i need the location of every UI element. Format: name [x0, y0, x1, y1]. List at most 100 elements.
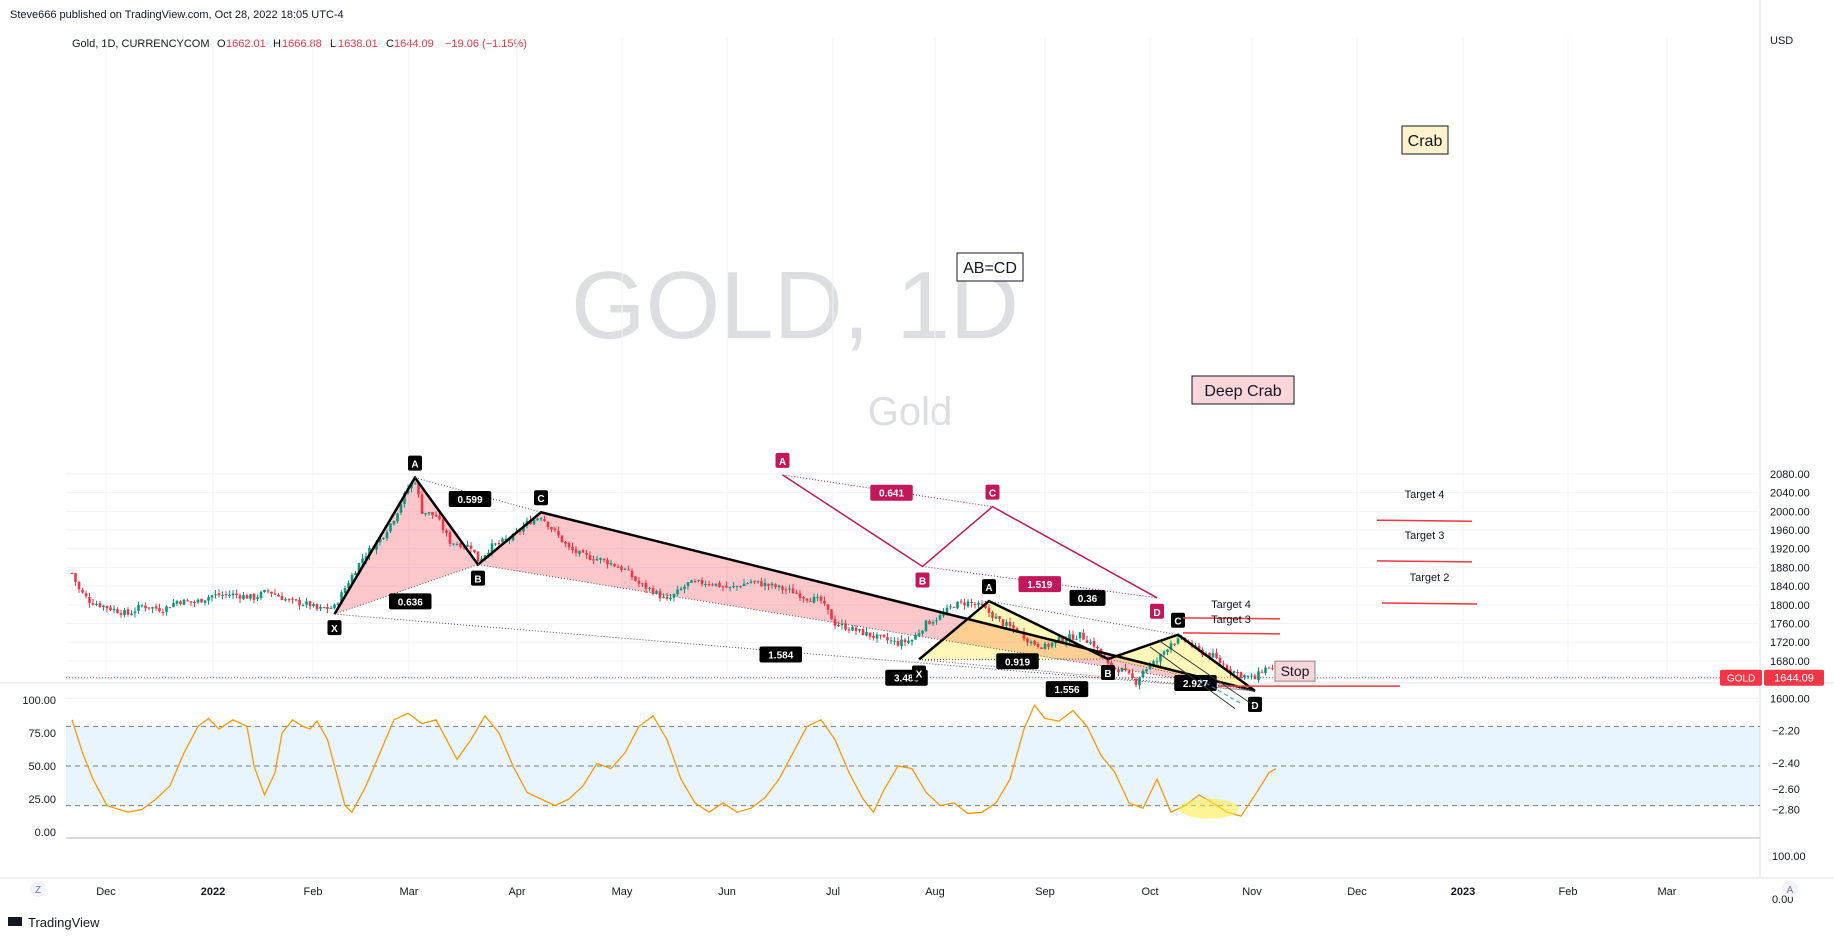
- candle-body: [1243, 675, 1246, 678]
- candle-body: [1155, 661, 1159, 663]
- abcd-point-d: D: [1153, 608, 1160, 619]
- candle-body: [137, 605, 140, 611]
- candle-body: [602, 559, 606, 561]
- candle-body: [270, 591, 273, 594]
- abcd-point-c-box: [985, 484, 1000, 500]
- candle-body: [207, 597, 210, 601]
- goto-left-button[interactable]: [30, 881, 46, 897]
- candle-body: [854, 627, 858, 632]
- candle-body: [1236, 672, 1239, 674]
- candle-body: [172, 602, 175, 607]
- candle-body: [1001, 619, 1005, 627]
- candle-body: [966, 601, 970, 607]
- candle-body: [389, 523, 392, 532]
- tradingview-logo[interactable]: TradingView: [8, 915, 100, 930]
- candle-body: [280, 596, 284, 601]
- candle-body: [200, 598, 203, 603]
- candle-body: [1106, 658, 1110, 664]
- candle-body: [550, 526, 553, 530]
- candle-body: [1127, 670, 1131, 674]
- candle-body: [543, 519, 546, 522]
- candle-body: [879, 634, 882, 636]
- candle-body: [812, 596, 816, 603]
- candle-body: [795, 592, 798, 594]
- candle-body: [637, 580, 641, 584]
- candle-body: [840, 623, 844, 626]
- candle-body: [98, 603, 102, 607]
- candle-body: [70, 572, 74, 574]
- candle-body: [977, 602, 980, 605]
- abcd-point-b-box: [915, 572, 930, 588]
- candle-body: [392, 521, 396, 525]
- candle-body: [301, 605, 305, 607]
- candle-body: [620, 566, 623, 570]
- candle-body: [1218, 657, 1222, 663]
- candle-body: [154, 606, 158, 609]
- candle-body: [347, 583, 350, 589]
- candle-body: [984, 605, 987, 608]
- candle-body: [707, 583, 711, 585]
- candle-body: [116, 609, 119, 614]
- candle-body: [581, 549, 585, 553]
- candle-body: [459, 543, 462, 548]
- candle-body: [1047, 643, 1050, 647]
- candle-body: [662, 596, 665, 598]
- small-crab-point-b: B: [1104, 669, 1111, 680]
- candle-body: [123, 610, 126, 616]
- price-tick-label: 1720.00: [1770, 637, 1810, 649]
- candle-body: [865, 631, 868, 636]
- candle-body: [837, 624, 840, 626]
- candle-body: [487, 552, 490, 555]
- candle-body: [249, 594, 252, 599]
- small-crab-ratio-ac-box: [1069, 589, 1106, 606]
- candle-body: [623, 568, 627, 570]
- candle-body: [448, 532, 452, 544]
- candle-body: [231, 593, 235, 596]
- price-tick-label: 1960.00: [1770, 525, 1810, 537]
- channel-upper: [1157, 639, 1256, 707]
- stop-label: Stop: [1281, 663, 1310, 679]
- candle-body: [144, 605, 147, 609]
- candle-body: [1096, 646, 1099, 649]
- candle-body: [417, 483, 420, 495]
- candle-body: [476, 551, 480, 562]
- candle-body: [329, 607, 333, 609]
- candle-body: [322, 607, 326, 609]
- candle-body: [697, 580, 700, 582]
- abcd-ratio-ac-box: [870, 484, 913, 501]
- candle-body: [511, 534, 515, 541]
- osc-right-tick: −2.80: [1772, 805, 1800, 817]
- candle-body: [1120, 667, 1124, 672]
- small-crab-ratio-bd: 2.927: [1183, 679, 1208, 690]
- candle-body: [375, 541, 378, 550]
- candle-body: [1194, 645, 1197, 647]
- small-crab-point-x-box: [912, 665, 926, 681]
- candle-body: [833, 619, 837, 626]
- oscillator-pane: 100.00 75.00 50.00 25.00 0.00 −2.20 −2.40 −2.60…: [22, 695, 1805, 906]
- candle-body: [291, 598, 294, 600]
- last-price-tag: [1764, 669, 1824, 686]
- candle-body: [599, 558, 602, 560]
- candle-body: [560, 535, 564, 543]
- big-crab-bd: [477, 564, 1256, 692]
- osc-left-tick: 25.00: [28, 794, 56, 806]
- candle-body: [613, 563, 616, 567]
- candle-body: [641, 583, 644, 585]
- axes[interactable]: 2080.00 2040.00 2000.00 1960.00 1920.00 1880.…: [96, 35, 1824, 898]
- auto-scale-button[interactable]: [1782, 881, 1798, 897]
- candle-body: [1257, 671, 1260, 681]
- candle-body: [1061, 637, 1064, 642]
- osc-left-tick: 100.00: [22, 695, 56, 707]
- candle-body: [914, 635, 917, 640]
- big-crab-ratio-bd: 3.486: [894, 674, 919, 685]
- watermark-name: Gold: [868, 390, 953, 434]
- candle-body: [312, 604, 315, 607]
- candle-body: [1222, 663, 1225, 665]
- candle-body: [221, 595, 224, 597]
- candle-body: [858, 629, 861, 631]
- candle-body: [669, 597, 672, 600]
- symbol-title: Gold, 1D, CURRENCYCOM: [72, 38, 210, 50]
- abcd-ratio-bd-box: [1018, 576, 1061, 593]
- time-tick-label: Oct: [1141, 886, 1158, 898]
- candle-body: [609, 563, 613, 565]
